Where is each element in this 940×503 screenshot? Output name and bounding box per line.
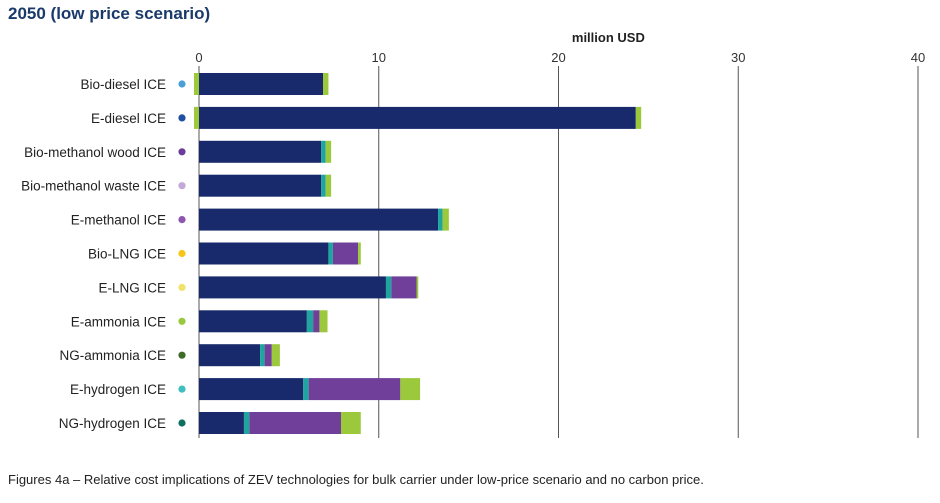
chart-title: 2050 (low price scenario) (8, 4, 211, 23)
bar-segment (325, 140, 332, 163)
category-marker (178, 283, 186, 291)
bar-segment (199, 106, 636, 129)
bar-segment (438, 208, 443, 231)
bar-segment (271, 344, 280, 367)
bar-segment (199, 140, 322, 163)
category-marker (178, 385, 186, 393)
bar-segment (264, 344, 272, 367)
category-label: E-ammonia ICE (71, 314, 166, 329)
bar-segment (243, 412, 250, 434)
bar-segment (199, 208, 439, 231)
category-label: E-LNG ICE (98, 280, 166, 295)
bar-segment (332, 242, 359, 265)
category-label: NG-ammonia ICE (59, 348, 166, 363)
x-tick-label-30: 30 (731, 50, 745, 65)
category-label: E-diesel ICE (91, 111, 166, 126)
bar-segment (385, 276, 392, 299)
category-marker (178, 249, 186, 258)
category-label: Bio-methanol wood ICE (24, 145, 166, 160)
bar-segment (199, 276, 386, 299)
x-tick-label-0: 0 (195, 50, 202, 65)
x-tick-label-10: 10 (372, 50, 386, 65)
category-label: E-hydrogen ICE (70, 382, 166, 397)
bar-segment (328, 242, 333, 265)
bar-segment (199, 174, 322, 197)
x-tick-label-20: 20 (551, 50, 565, 65)
stacked-bar-chart: million USD 0 10 20 30 40 Bio-diesel ICE E-dies… (21, 30, 925, 438)
bar-segment (303, 378, 309, 401)
bar-segment (199, 412, 244, 434)
bar-segment (325, 174, 332, 197)
category-marker (178, 114, 186, 122)
category-label: Bio-LNG ICE (88, 247, 166, 262)
bar-segment (635, 106, 642, 129)
bar-segment (199, 242, 329, 265)
bar-segment (341, 412, 361, 434)
bar-segment-start (194, 73, 199, 95)
category-marker (178, 317, 186, 325)
bar-segment (358, 242, 361, 265)
category-marker (178, 148, 186, 156)
bar-segment (319, 310, 328, 333)
figure-caption: Figures 4a – Relative cost implications … (8, 472, 704, 487)
category-label: Bio-diesel ICE (80, 77, 166, 92)
bar-segment (199, 310, 307, 333)
category-marker (178, 80, 186, 88)
category-marker (178, 419, 186, 427)
bar-segment (199, 344, 261, 367)
category-label: Bio-methanol waste ICE (21, 179, 166, 194)
bar-segment-start (194, 106, 199, 129)
category-label: E-methanol ICE (71, 213, 166, 228)
bar-segment (400, 378, 421, 401)
bar-segment (442, 208, 449, 231)
bar-segment (199, 378, 304, 401)
category-marker (178, 216, 186, 224)
category-marker (178, 351, 186, 359)
bar-segment (323, 73, 329, 95)
bar-segment (321, 174, 326, 197)
bar-segment (249, 412, 342, 434)
bar-segment (313, 310, 320, 333)
bar-segment (306, 310, 314, 333)
bar-segment (308, 378, 401, 401)
bar-segment (199, 73, 324, 95)
x-tick-label-40: 40 (911, 50, 925, 65)
bar-segment (416, 276, 419, 299)
bar-segment (391, 276, 417, 299)
bar-segment (260, 344, 265, 367)
x-axis-label: million USD (572, 30, 645, 45)
category-label: NG-hydrogen ICE (59, 416, 166, 431)
category-marker (178, 182, 186, 190)
bar-segment (321, 140, 326, 163)
